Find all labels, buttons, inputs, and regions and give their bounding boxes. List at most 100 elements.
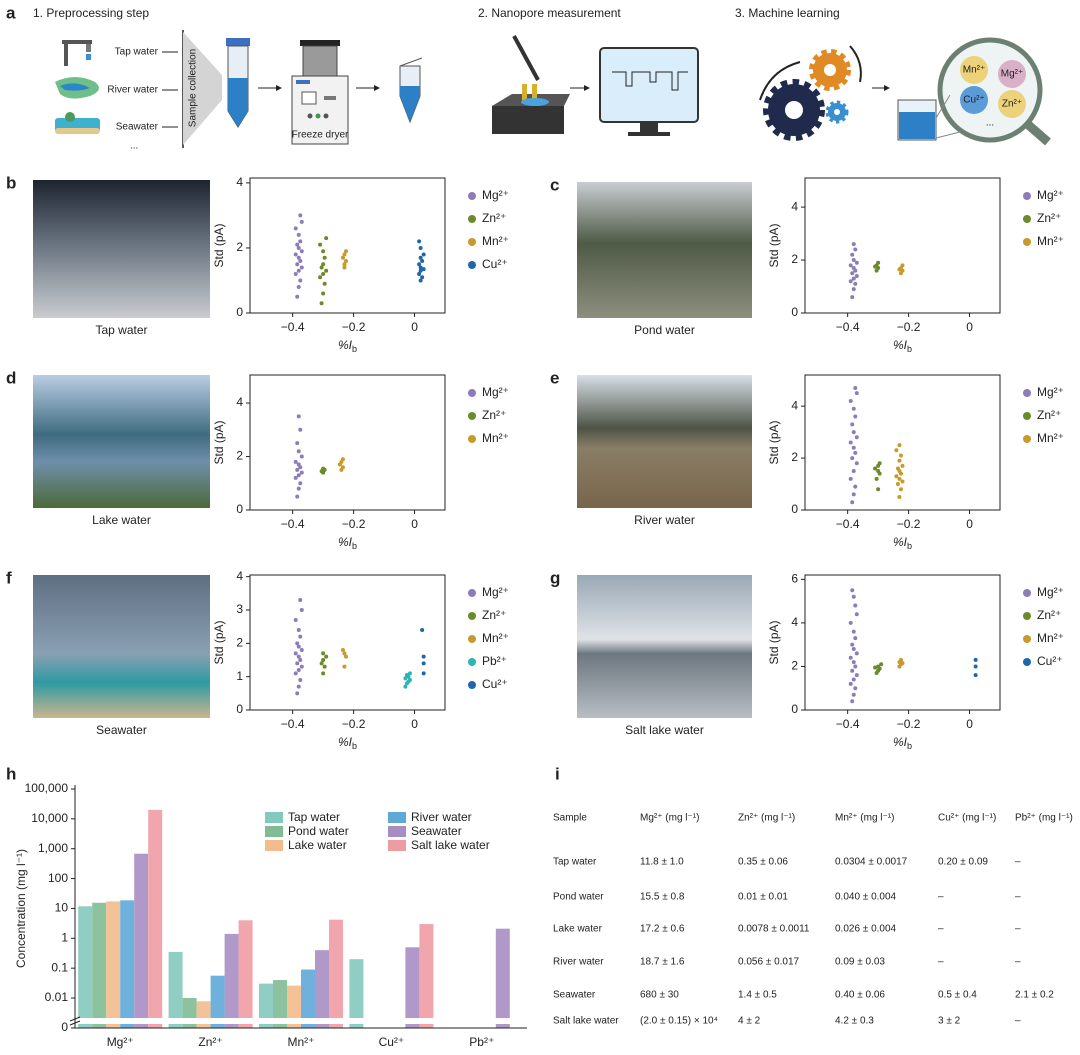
point	[420, 275, 425, 280]
y-axis-label: Concentration (mg l⁻¹)	[14, 849, 28, 968]
table-cell: 4.2 ± 0.3	[835, 1016, 874, 1027]
plot-frame	[804, 574, 1001, 711]
y-tick-label: 0.01	[45, 990, 69, 1004]
point	[295, 242, 300, 247]
point	[299, 470, 304, 475]
point	[321, 671, 326, 676]
point	[850, 642, 855, 647]
legend-label: Cu²⁺	[1037, 654, 1063, 668]
y-tick-label: 2	[791, 450, 798, 464]
point	[296, 473, 301, 478]
point	[897, 495, 902, 500]
legend-marker	[1023, 192, 1031, 200]
photo-caption: Seawater	[96, 723, 147, 737]
legend-marker	[1023, 635, 1031, 643]
legend-swatch	[265, 826, 283, 837]
legend-label: Zn²⁺	[1037, 608, 1061, 622]
point	[851, 287, 856, 292]
legend-marker	[468, 192, 476, 200]
step-title: 2. Nanopore measurement	[478, 6, 621, 20]
point	[853, 247, 858, 252]
point	[848, 655, 853, 660]
legend-label: Seawater	[411, 824, 462, 838]
point	[321, 466, 326, 471]
table-cell: 0.40 ± 0.06	[835, 990, 885, 1001]
ion-label: ...	[986, 118, 994, 129]
small-tube	[399, 57, 423, 124]
table-header: Cu²⁺ (mg l⁻¹)	[938, 813, 996, 824]
x-tick-label: 0	[966, 320, 973, 334]
x-tick-label: Pb²⁺	[469, 1035, 494, 1049]
point	[853, 636, 858, 641]
point	[879, 662, 884, 667]
y-tick-label: 2	[791, 252, 798, 266]
y-tick-label: 0	[791, 502, 798, 516]
y-axis-label: Std (pA)	[212, 420, 226, 464]
table-cell: (2.0 ± 0.15) × 10⁴	[640, 1016, 718, 1027]
plot-frame	[804, 177, 1001, 314]
table-header: Sample	[553, 813, 587, 824]
point	[296, 462, 301, 467]
x-tick-label: 0	[411, 517, 418, 531]
point	[296, 654, 301, 659]
point	[854, 260, 859, 265]
legend-label: Lake water	[288, 838, 347, 852]
legend-marker	[1023, 412, 1031, 420]
table-cell: 0.09 ± 0.03	[835, 957, 885, 968]
table-cell: –	[1015, 957, 1021, 968]
ion-label: Mn²⁺	[963, 65, 986, 76]
point	[296, 414, 301, 419]
legend-label: Mg²⁺	[1037, 585, 1064, 599]
bar	[301, 969, 315, 1028]
point	[403, 684, 408, 689]
y-tick-label: 4	[791, 398, 798, 412]
point	[296, 628, 301, 632]
panel-letter: c	[550, 175, 559, 194]
source-label: Tap water	[115, 47, 159, 58]
point	[898, 453, 903, 458]
y-axis-label: Std (pA)	[767, 620, 781, 664]
photo	[33, 180, 210, 318]
x-tick-label: −0.4	[836, 717, 860, 731]
table-cell: Pond water	[553, 892, 604, 903]
y-tick-label: 4	[791, 615, 798, 629]
point	[418, 278, 423, 283]
panel-letter: e	[550, 368, 559, 387]
gears	[759, 45, 862, 141]
point	[876, 260, 881, 265]
x-tick-label: −0.2	[897, 717, 921, 731]
freeze-dryer	[291, 40, 349, 145]
legend-swatch	[388, 826, 406, 837]
table-cell: 0.040 ± 0.004	[835, 892, 897, 903]
point	[850, 295, 855, 300]
point	[848, 620, 853, 625]
point	[319, 661, 324, 666]
legend-marker	[468, 412, 476, 420]
point	[854, 612, 859, 617]
x-tick-label: −0.4	[281, 517, 305, 531]
point	[293, 459, 298, 464]
legend-marker	[468, 238, 476, 246]
point	[894, 448, 899, 453]
x-tick-label: Cu²⁺	[379, 1035, 405, 1049]
point	[851, 406, 856, 411]
y-tick-label: 2	[236, 449, 243, 463]
panel-letter: d	[6, 368, 16, 387]
panel-letter: b	[6, 173, 16, 192]
point	[340, 255, 345, 260]
point	[848, 263, 853, 268]
point	[853, 281, 858, 286]
collection-label: Sample collection	[188, 49, 199, 127]
point	[296, 684, 301, 689]
point	[340, 457, 345, 462]
y-axis-label: Std (pA)	[767, 223, 781, 267]
point	[299, 648, 304, 652]
dryer-label: Freeze dryer	[292, 130, 349, 141]
point	[295, 467, 300, 472]
point	[296, 668, 301, 672]
point	[900, 263, 905, 268]
photo-caption: Tap water	[95, 323, 147, 337]
x-tick-label: Mg²⁺	[107, 1035, 134, 1049]
bar	[315, 950, 329, 1028]
